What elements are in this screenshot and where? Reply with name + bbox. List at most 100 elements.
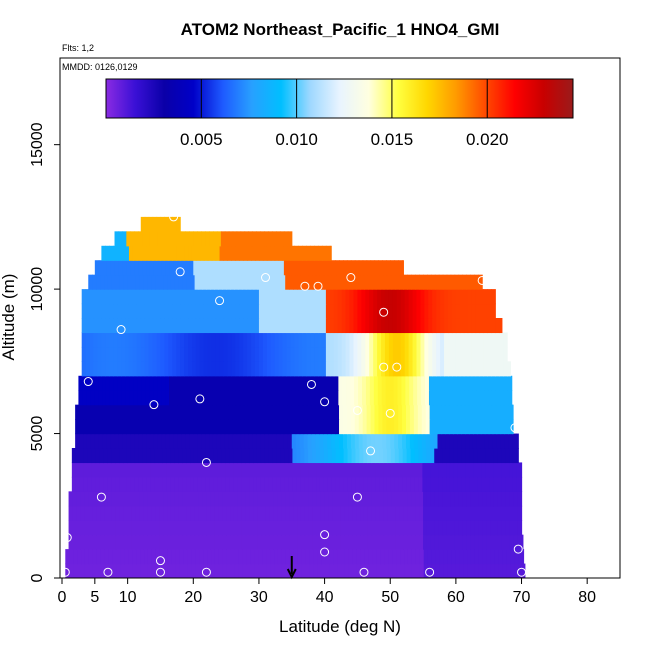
heatmap-cell [497, 476, 502, 492]
heatmap-cell [369, 303, 374, 319]
heatmap-cell [448, 332, 453, 348]
heatmap-cell [367, 534, 373, 550]
heatmap-cell [160, 245, 166, 261]
heatmap-cell [176, 216, 181, 232]
x-tick-label: 10 [119, 589, 137, 606]
heatmap-cell [193, 260, 198, 276]
heatmap-cell [373, 390, 379, 406]
heatmap-cell [157, 231, 163, 247]
heatmap-cell [320, 491, 326, 507]
heatmap-cell [182, 505, 188, 521]
heatmap-cell [411, 491, 416, 507]
heatmap-cell [384, 346, 390, 362]
heatmap-cell [325, 346, 331, 362]
heatmap-cell [218, 549, 224, 565]
heatmap-cell [110, 260, 116, 276]
heatmap-cell [409, 390, 414, 406]
heatmap-cell [265, 491, 271, 507]
heatmap-cell [438, 462, 443, 478]
heatmap-cell [494, 549, 500, 565]
heatmap-cell [227, 346, 232, 362]
heatmap-cell [382, 404, 387, 420]
heatmap-cell [132, 346, 138, 362]
heatmap-cell [216, 375, 221, 391]
flight-point [379, 362, 389, 372]
heatmap-cell [232, 231, 238, 247]
heatmap-cell [495, 318, 500, 334]
heatmap-cell [337, 346, 343, 362]
heatmap-cell [336, 534, 341, 550]
heatmap-cell [146, 260, 151, 276]
heatmap-cell [426, 274, 432, 290]
heatmap-cell [497, 462, 502, 478]
heatmap-cell [105, 245, 110, 261]
heatmap-cell [300, 448, 305, 464]
heatmap-cell [181, 260, 187, 276]
heatmap-cell [144, 332, 150, 348]
heatmap-cell [485, 462, 490, 478]
heatmap-cell [407, 534, 412, 550]
heatmap-cell [113, 390, 119, 406]
heatmap-cell [344, 520, 349, 536]
heatmap-cell [451, 332, 457, 348]
heatmap-cell [403, 491, 408, 507]
heatmap-cell [198, 274, 204, 290]
heatmap-cell [453, 433, 458, 449]
heatmap-cell [420, 332, 425, 348]
heatmap-cell [431, 549, 437, 565]
heatmap-cell [449, 476, 455, 492]
heatmap-cell [351, 462, 357, 478]
heatmap-cell [314, 375, 320, 391]
heatmap-cell [483, 289, 488, 305]
flight-point [517, 567, 527, 577]
heatmap-cell [320, 520, 326, 536]
heatmap-cell [347, 448, 353, 464]
heatmap-cell [303, 433, 309, 449]
heatmap-cell [111, 274, 117, 290]
heatmap-cell [270, 549, 275, 565]
heatmap-cell [240, 231, 246, 247]
heatmap-cell [264, 448, 270, 464]
heatmap-cell [167, 491, 172, 507]
heatmap-cell [88, 520, 93, 536]
heatmap-cell [391, 491, 397, 507]
heatmap-cell [189, 260, 194, 276]
heatmap-cell [428, 390, 434, 406]
heatmap-cell [197, 433, 202, 449]
heatmap-cell [221, 476, 227, 492]
x-tick-label: 20 [184, 589, 202, 606]
heatmap-cell [385, 390, 391, 406]
heatmap-cell [113, 245, 118, 261]
heatmap-cell [332, 505, 338, 521]
heatmap-cell [231, 332, 236, 348]
heatmap-cell [286, 346, 292, 362]
heatmap-cell [160, 318, 166, 334]
heatmap-cell [206, 520, 211, 536]
heatmap-cell [376, 549, 381, 565]
heatmap-cell [329, 346, 335, 362]
heatmap-cell [138, 404, 143, 420]
heatmap-cell [371, 520, 377, 536]
heatmap-cell [245, 505, 251, 521]
heatmap-cell [231, 289, 236, 305]
heatmap-cell [276, 404, 281, 420]
heatmap-cell [215, 361, 221, 377]
heatmap-cell [239, 289, 244, 305]
y-tick-label: 10000 [29, 267, 46, 312]
heatmap-cell [86, 390, 91, 406]
heatmap-cell [442, 274, 448, 290]
heatmap-cell [79, 433, 84, 449]
heatmap-cell [113, 289, 118, 305]
heatmap-cell [398, 260, 403, 276]
heatmap-cell [160, 303, 166, 319]
heatmap-cell [371, 448, 376, 464]
heatmap-cell [387, 534, 393, 550]
heatmap-cell [113, 361, 118, 377]
heatmap-cell [180, 332, 185, 348]
heatmap-cell [392, 346, 398, 362]
heatmap-cell [503, 332, 508, 348]
heatmap-cell [401, 390, 406, 406]
heatmap-cell [290, 346, 295, 362]
heatmap-cell [440, 346, 445, 362]
heatmap-cell [385, 375, 391, 391]
